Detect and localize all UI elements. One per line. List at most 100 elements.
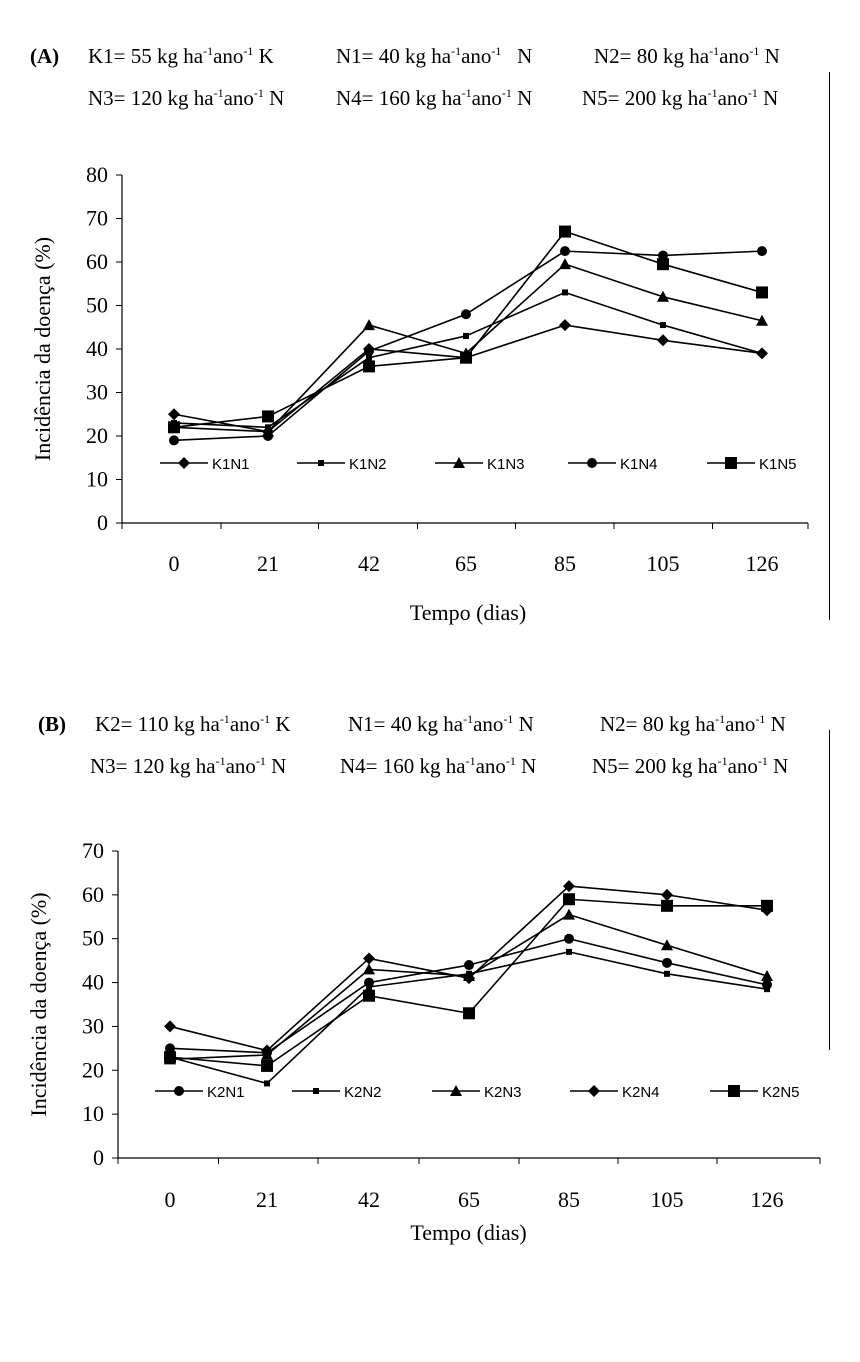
data-point <box>461 309 471 320</box>
chart-panel-b: 0 10 20 30 40 50 60 70 0 21 42 65 85 105 126 Tempo (dia… <box>26 838 821 1245</box>
y-tick-label: 50 <box>82 926 104 951</box>
dose-text-part: -1 <box>715 712 726 726</box>
y-tick-label: 50 <box>86 293 108 318</box>
y-tick-label: 0 <box>97 510 108 535</box>
data-point <box>563 908 575 920</box>
data-point <box>761 969 773 981</box>
y-tick-label: 80 <box>86 162 108 187</box>
y-tick-label: 60 <box>82 882 104 907</box>
data-point <box>463 972 475 985</box>
dose-text-part: ano <box>717 86 748 110</box>
dose-definition: N4= 160 kg ha-1ano-1 N <box>340 754 536 779</box>
dose-text-part: N4= 160 kg ha <box>336 86 462 110</box>
dose-text-part: N5= 200 kg ha <box>592 754 718 778</box>
dose-text-part: ano <box>727 754 758 778</box>
x-tick-label: 126 <box>751 1187 784 1212</box>
series-k2n4 <box>164 880 773 1057</box>
legend-entry-k1n3: K1N3 <box>435 456 525 473</box>
dose-text-part: -1 <box>253 86 264 100</box>
data-point <box>756 314 768 326</box>
data-point <box>464 960 474 971</box>
x-axis-title: Tempo (dias) <box>410 1220 526 1245</box>
legend-marker <box>725 457 737 469</box>
legend-marker <box>587 458 597 468</box>
y-axis-title: Incidência da doença (%) <box>26 892 51 1116</box>
legend-label: K1N3 <box>487 456 525 473</box>
data-point <box>262 410 274 423</box>
legend-entry-k2n3: K2N3 <box>432 1084 522 1101</box>
y-tick-label: 70 <box>86 206 108 231</box>
y-tick-label: 20 <box>86 423 108 448</box>
data-point <box>566 948 572 955</box>
data-point <box>761 899 773 912</box>
dose-definition: N4= 160 kg ha-1ano-1 N <box>336 86 532 111</box>
dose-text-part: -1 <box>203 44 214 58</box>
data-point <box>460 351 472 364</box>
dose-text-part: N <box>765 712 786 736</box>
legend-entry-k1n2: K1N2 <box>297 456 387 473</box>
data-point <box>657 258 669 271</box>
dose-text-part: N <box>511 86 533 110</box>
data-point <box>168 421 180 434</box>
dose-text-part: N4= 160 kg ha <box>340 754 466 778</box>
series-line <box>169 937 768 1054</box>
data-point <box>168 408 180 421</box>
data-point <box>657 290 669 302</box>
dose-text-part: -1 <box>213 86 224 100</box>
dose-text-part: N3= 120 kg ha <box>90 754 216 778</box>
dose-definition: N5= 200 kg ha-1ano-1 N <box>592 754 788 779</box>
legend-entry-k2n1: K2N1 <box>155 1084 245 1101</box>
dose-text-part: -1 <box>717 754 728 768</box>
y-tick-label: 60 <box>86 249 108 274</box>
series-k1n3 <box>168 258 768 437</box>
data-point <box>658 250 668 261</box>
x-tick-label: 21 <box>256 1187 278 1212</box>
dose-text-part: ano <box>473 712 504 736</box>
legend-marker <box>728 1085 740 1097</box>
dose-text-part: -1 <box>757 754 768 768</box>
x-tick-label: 42 <box>358 1187 380 1212</box>
data-point <box>660 322 666 329</box>
dose-text-part: N5= 200 kg ha <box>582 86 708 110</box>
data-point <box>165 1043 175 1054</box>
dose-text-part: N <box>515 754 537 778</box>
legend-entry-k1n1: K1N1 <box>160 456 250 473</box>
x-tick-label: 21 <box>257 551 279 576</box>
dose-text-part: -1 <box>749 44 760 58</box>
data-point <box>164 1051 176 1064</box>
dose-text-part: -1 <box>747 86 758 100</box>
legend-marker <box>174 1086 184 1096</box>
dose-definition: N3= 120 kg ha-1ano-1 N <box>88 86 284 111</box>
legend-marker <box>453 457 465 468</box>
dose-text-part: ano <box>229 712 261 736</box>
legend-label: K1N4 <box>620 456 658 473</box>
data-point <box>563 880 575 893</box>
data-point <box>559 258 571 270</box>
data-point <box>559 225 571 238</box>
dose-text-part: ano <box>225 754 256 778</box>
dose-text-part: -1 <box>215 754 226 768</box>
legend-label: K1N1 <box>212 456 250 473</box>
data-point <box>661 899 673 912</box>
y-tick-label: 40 <box>82 970 104 995</box>
legend-entry-k2n5: K2N5 <box>710 1084 800 1101</box>
series-k2n3 <box>164 908 773 1065</box>
data-point <box>463 1007 475 1020</box>
data-point <box>463 332 469 339</box>
dose-definition: K2= 110 kg ha-1ano-1 K <box>95 712 291 737</box>
dose-text-part: -1 <box>255 754 266 768</box>
x-tick-label: 65 <box>455 551 477 576</box>
dose-text-part: -1 <box>491 44 502 58</box>
data-point <box>756 286 768 299</box>
dose-definition: K1= 55 kg ha-1ano-1 K <box>88 44 274 69</box>
data-point <box>366 983 372 990</box>
dose-text-part: N1= 40 kg ha <box>336 44 452 68</box>
x-tick-label: 0 <box>165 1187 176 1212</box>
dose-text-part: ano <box>213 44 244 68</box>
data-point <box>764 986 770 993</box>
dose-text-part: K <box>270 712 291 736</box>
dose-definition: N1= 40 kg ha-1ano-1 N <box>336 44 532 69</box>
dose-text-part: N <box>513 712 534 736</box>
series-line <box>169 913 768 1061</box>
chart-panel-a: 0 10 20 30 40 50 60 70 80 0 21 42 65 85 105 126 Tempo (d… <box>30 162 809 625</box>
